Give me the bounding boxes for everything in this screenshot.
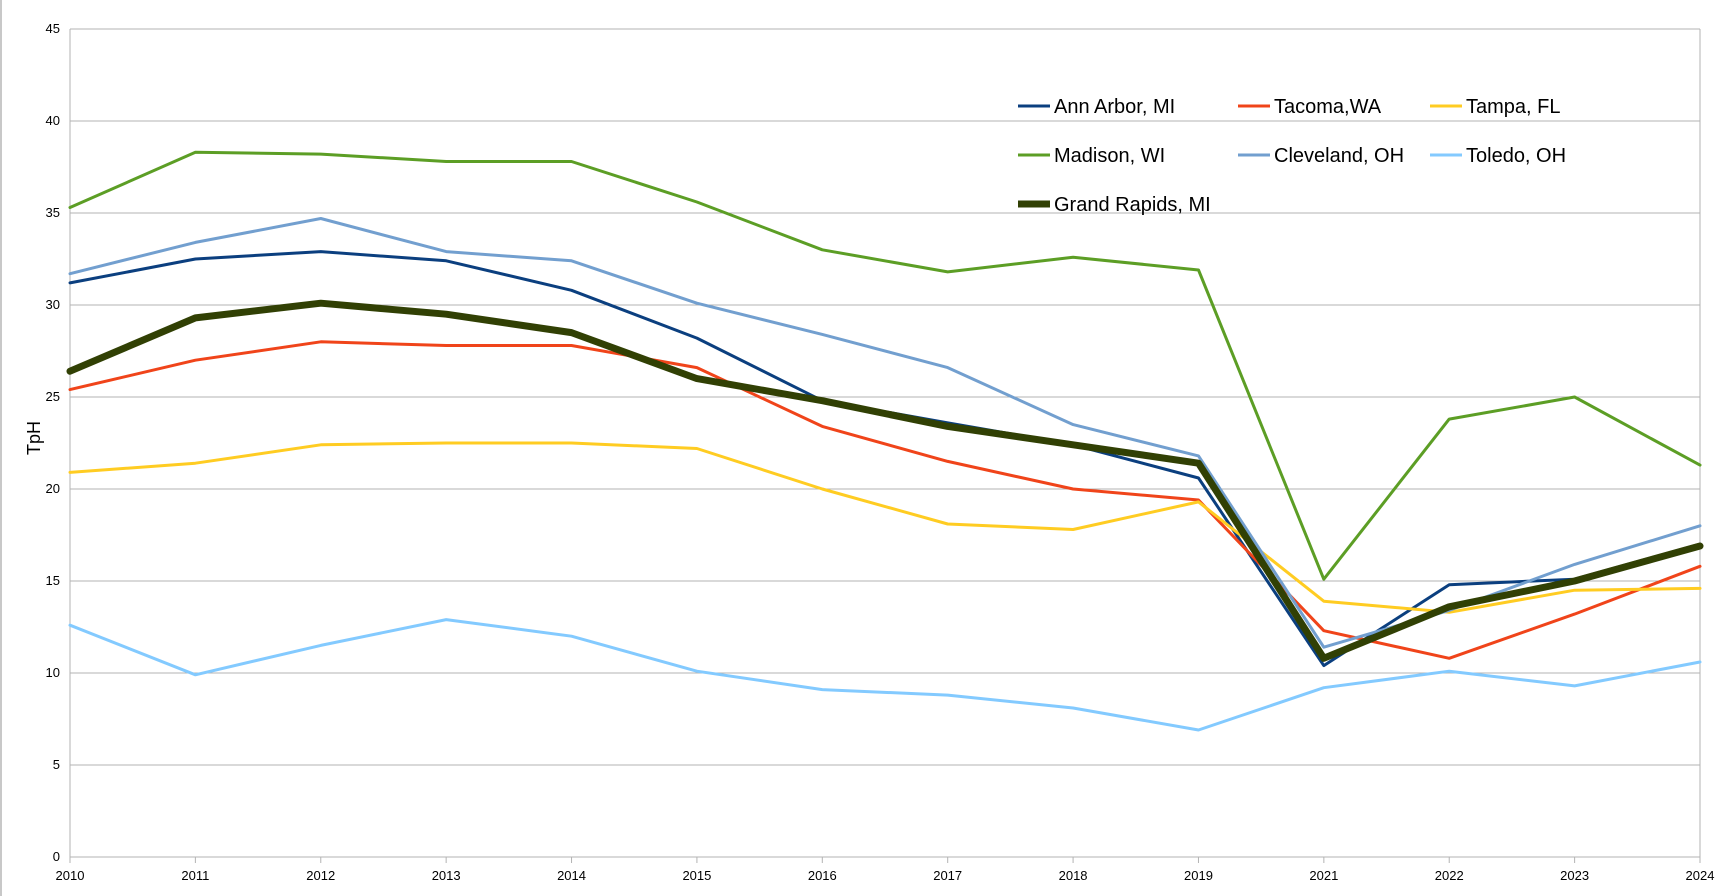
- x-tick-label: 2024: [1686, 868, 1715, 883]
- x-tick-label: 2012: [306, 868, 335, 883]
- y-axis-title: TpH: [24, 421, 44, 455]
- x-tick-labels: 2010 2011 2012 2013 2014 2015 2016 2017 2018 2019…: [56, 868, 1715, 883]
- y-tick-labels: 0 5 10 15 20 25 30 35 40 45: [46, 21, 60, 864]
- legend-label-grand-rapids-mi: Grand Rapids, MI: [1054, 194, 1211, 216]
- y-tick-label: 20: [46, 481, 60, 496]
- series-lines: [66, 150, 1704, 732]
- legend: Ann Arbor, MI Tacoma,WA Tampa, FL Madison, …: [1018, 96, 1566, 216]
- x-tick-label: 2023: [1560, 868, 1589, 883]
- series-line-madison-wi: [68, 150, 1702, 581]
- x-tick-label: 2015: [682, 868, 711, 883]
- x-tick-label: 2011: [181, 868, 209, 883]
- y-tick-label: 35: [46, 205, 60, 220]
- series-line-grand-rapids-mi: [66, 299, 1704, 662]
- series-line-toledo-oh: [68, 618, 1702, 732]
- y-tick-label: 45: [46, 21, 60, 36]
- y-tick-label: 15: [46, 573, 60, 588]
- x-tick-label: 2016: [808, 868, 837, 883]
- x-tick-label: 2021: [1309, 868, 1338, 883]
- legend-label-tampa-fl: Tampa, FL: [1466, 96, 1560, 118]
- legend-label-cleveland-oh: Cleveland, OH: [1274, 145, 1404, 167]
- y-tick-label: 0: [53, 849, 60, 864]
- window-border: [0, 0, 2, 896]
- y-tick-label: 5: [53, 757, 60, 772]
- y-tick-label: 40: [46, 113, 60, 128]
- y-tick-label: 25: [46, 389, 60, 404]
- legend-label-ann-arbor-mi: Ann Arbor, MI: [1054, 96, 1175, 118]
- legend-label-madison-wi: Madison, WI: [1054, 145, 1165, 167]
- x-tick-label: 2019: [1184, 868, 1213, 883]
- x-tick-label: 2017: [933, 868, 962, 883]
- series-line-tampa-fl: [68, 441, 1702, 614]
- x-tick-label: 2018: [1059, 868, 1088, 883]
- y-tick-label: 30: [46, 297, 60, 312]
- series-line-cleveland-oh: [68, 217, 1702, 649]
- x-tick-label: 2014: [557, 868, 586, 883]
- y-tick-label: 10: [46, 665, 60, 680]
- x-tick-label: 2022: [1435, 868, 1464, 883]
- x-tick-label: 2010: [56, 868, 85, 883]
- series-line-tacoma-wa: [68, 340, 1702, 660]
- x-tick-label: 2013: [432, 868, 461, 883]
- legend-label-toledo-oh: Toledo, OH: [1466, 145, 1566, 167]
- axes: [69, 29, 1701, 863]
- legend-label-tacoma-wa: Tacoma,WA: [1274, 96, 1382, 118]
